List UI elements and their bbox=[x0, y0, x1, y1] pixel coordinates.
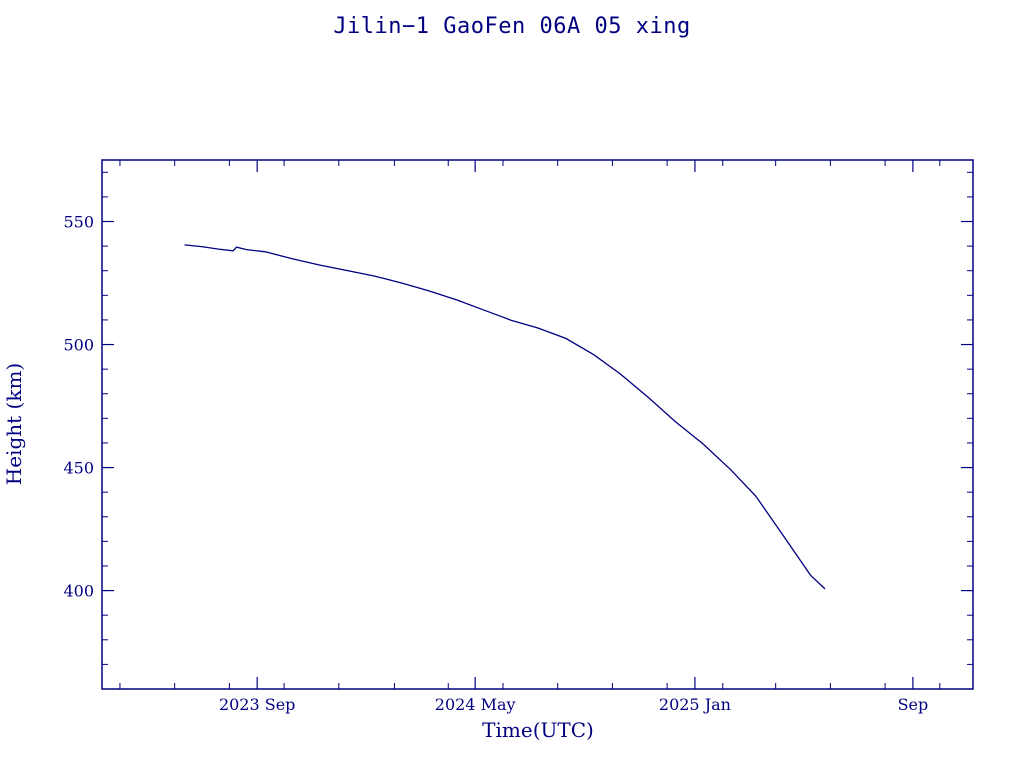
y-axis-label: Height (km) bbox=[2, 362, 26, 486]
tick-labels: 2023 Sep 2024 May 2025 Jan Sep 400 450 500 550 bbox=[63, 213, 928, 714]
x-tick-label: 2024 May bbox=[435, 695, 516, 714]
x-tick-label: Sep bbox=[898, 695, 929, 714]
major-ticks bbox=[102, 160, 973, 689]
minor-ticks bbox=[102, 160, 973, 689]
x-tick-label: 2025 Jan bbox=[659, 695, 731, 714]
y-tick-label: 450 bbox=[63, 459, 94, 478]
x-axis-label: Time(UTC) bbox=[482, 718, 594, 742]
y-tick-label: 400 bbox=[63, 582, 94, 601]
chart-title: Jilin−1 GaoFen 06A 05 xing bbox=[333, 14, 691, 39]
plot-frame bbox=[101, 159, 974, 690]
series-line-height bbox=[184, 244, 826, 590]
x-tick-label: 2023 Sep bbox=[219, 695, 295, 714]
y-tick-label: 550 bbox=[63, 213, 94, 232]
y-tick-label: 500 bbox=[63, 336, 94, 355]
